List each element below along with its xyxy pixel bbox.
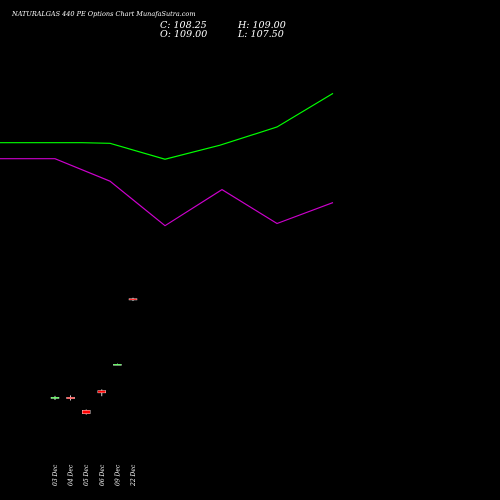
x-tick-label: 05 Dec — [83, 464, 90, 486]
high-value: H: 109.00 — [237, 20, 286, 31]
candle-05-dec — [81, 409, 91, 415]
x-tick-label: 22 Dec — [130, 464, 137, 487]
candle-09-dec — [113, 363, 122, 366]
candlestick-layer — [50, 297, 138, 415]
chart-title: NATURALGAS 440 PE Options Chart MunafaSu… — [11, 10, 196, 18]
candle-06-dec — [97, 389, 107, 397]
open-value: O: 109.00 — [160, 29, 207, 40]
x-tick-label: 09 Dec — [114, 464, 121, 486]
candle-body — [66, 397, 75, 399]
candle-body — [81, 410, 91, 414]
line-series-layer — [0, 92, 334, 227]
candle-body — [113, 364, 122, 366]
line-series-2 — [0, 158, 334, 227]
x-tick-label: 04 Dec — [68, 464, 75, 486]
x-tick-label: 06 Dec — [99, 464, 106, 486]
x-axis-tick-labels: 03 Dec 04 Dec 05 Dec 06 Dec 09 Dec 22 Dec — [52, 464, 137, 487]
close-value: C: 108.25 — [160, 20, 207, 31]
line-series-1 — [0, 92, 334, 160]
candle-body — [128, 298, 138, 301]
candle-body — [97, 390, 107, 394]
candle-03-dec — [50, 395, 60, 400]
candle-body — [50, 397, 60, 399]
candle-04-dec — [66, 395, 75, 401]
low-value: L: 107.50 — [237, 29, 284, 40]
x-tick-label: 03 Dec — [52, 464, 59, 486]
candle-22-dec — [128, 297, 138, 301]
